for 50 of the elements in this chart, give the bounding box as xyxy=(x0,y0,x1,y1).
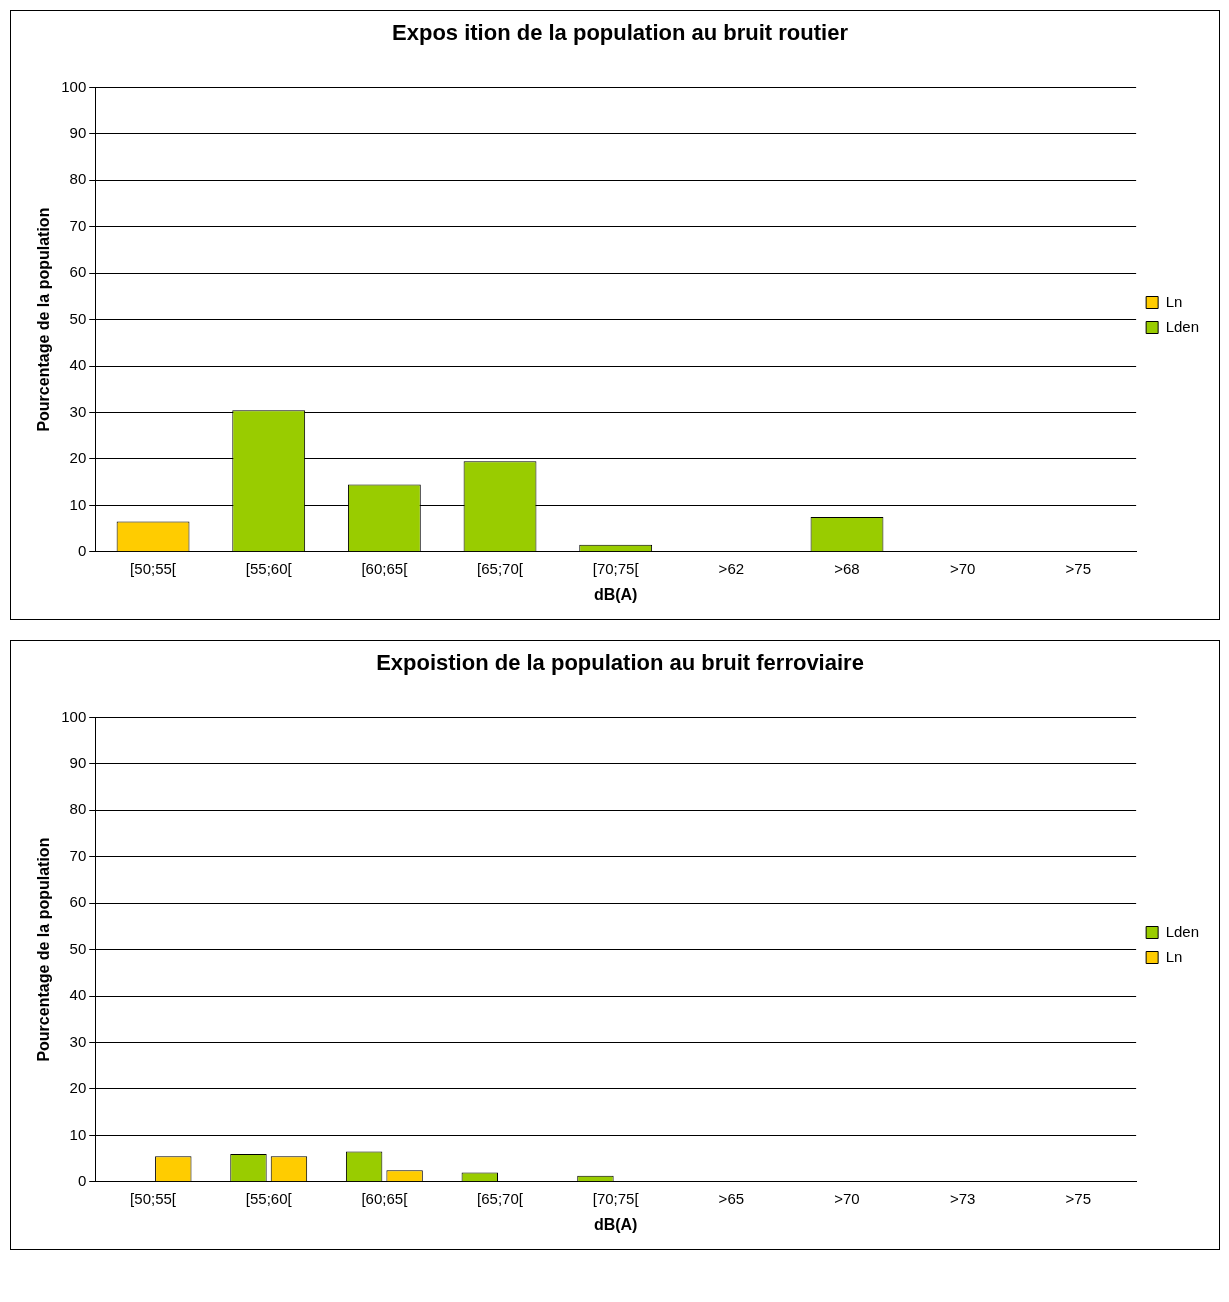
x-tick-label: [50;55[ xyxy=(130,1189,177,1207)
y-tick-label: 80 xyxy=(69,170,87,188)
y-tick-label: 30 xyxy=(69,402,87,420)
x-tick-label: [60;65[ xyxy=(361,559,409,577)
y-tick-label: 90 xyxy=(69,123,87,141)
x-tick-label: [50;55[ xyxy=(130,559,177,577)
y-tick-label: 50 xyxy=(69,309,87,327)
x-tick-label: [70;75[ xyxy=(592,559,640,577)
y-tick-label: 50 xyxy=(69,939,87,957)
y-tick-label: 40 xyxy=(69,356,87,374)
y-tick-label: 60 xyxy=(69,263,87,281)
y-tick-label: 90 xyxy=(69,753,87,771)
x-tick-label: >70 xyxy=(949,559,976,577)
x-tick-label: [65;70[ xyxy=(477,1189,524,1207)
y-tick-label: 10 xyxy=(69,495,87,513)
x-tick-label: [70;75[ xyxy=(592,1189,640,1207)
y-tick-label: 0 xyxy=(77,1171,87,1189)
x-tick-label: >68 xyxy=(834,559,860,577)
y-tick-label: 100 xyxy=(61,77,87,95)
y-tick-label: 10 xyxy=(69,1125,87,1143)
y-tick-label: 100 xyxy=(61,707,87,725)
y-tick-label: 0 xyxy=(77,541,87,559)
x-tick-label: >75 xyxy=(1065,1189,1092,1207)
legend-label: Lden xyxy=(1165,317,1200,335)
y-tick-label: 20 xyxy=(69,1079,87,1097)
x-tick-label: [60;65[ xyxy=(361,1189,409,1207)
y-tick-label: 40 xyxy=(69,986,87,1004)
x-tick-label: [55;60[ xyxy=(245,1189,293,1207)
x-tick-label: >62 xyxy=(718,559,745,577)
x-tick-label: >70 xyxy=(834,1189,860,1207)
y-tick-label: 20 xyxy=(69,449,87,467)
x-tick-label: >75 xyxy=(1065,559,1092,577)
y-tick-label: 70 xyxy=(69,216,87,234)
y-tick-label: 30 xyxy=(69,1032,87,1050)
x-tick-label: [65;70[ xyxy=(477,559,524,577)
y-axis-title: Pourcentage de la population xyxy=(35,837,53,1062)
x-axis-title: dB(A) xyxy=(593,1215,638,1233)
legend-label: Ln xyxy=(1165,947,1183,965)
y-tick-label: 70 xyxy=(69,846,87,864)
legend-label: Ln xyxy=(1165,292,1183,310)
chart-title: Expos ition de la population au bruit routier xyxy=(392,20,849,46)
x-axis-title: dB(A) xyxy=(593,585,638,603)
x-tick-label: >73 xyxy=(949,1189,976,1207)
legend-label: Lden xyxy=(1165,922,1200,940)
y-tick-label: 60 xyxy=(69,893,87,911)
y-tick-label: 80 xyxy=(69,800,87,818)
y-axis-title: Pourcentage de la population xyxy=(35,207,53,432)
x-tick-label: [55;60[ xyxy=(245,559,293,577)
x-tick-label: >65 xyxy=(718,1189,745,1207)
chart-title: Expoistion de la population au bruit ferroviaire xyxy=(376,650,864,676)
